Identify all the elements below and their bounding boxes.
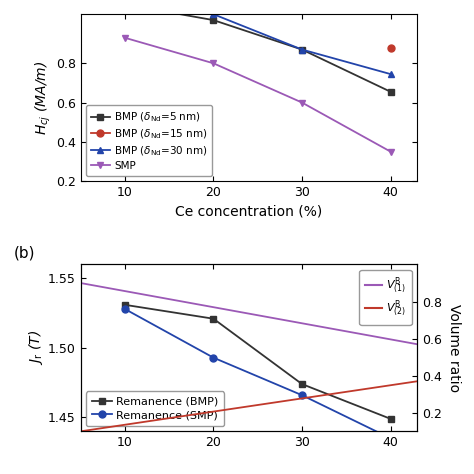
X-axis label: Ce concentration (%): Ce concentration (%) xyxy=(175,204,322,219)
Line: Remanence (SMP): Remanence (SMP) xyxy=(121,306,394,442)
Line: Remanence (BMP): Remanence (BMP) xyxy=(121,301,394,422)
SMP xyxy=(388,149,393,155)
Legend: Remanence (BMP), Remanence (SMP): Remanence (BMP), Remanence (SMP) xyxy=(86,392,224,426)
Remanence (BMP) xyxy=(388,416,393,422)
Remanence (SMP) xyxy=(210,355,216,361)
Remanence (SMP) xyxy=(122,306,128,312)
BMP ($\delta_{\mathrm{Nd}}$=5 nm) xyxy=(388,89,393,95)
Line: SMP: SMP xyxy=(121,34,394,155)
BMP ($\delta_{\mathrm{Nd}}$=30 nm) xyxy=(299,47,305,53)
Y-axis label: $J_{\mathrm{r}}$ (T): $J_{\mathrm{r}}$ (T) xyxy=(27,330,45,365)
Remanence (BMP) xyxy=(210,316,216,321)
Remanence (BMP) xyxy=(299,381,305,387)
Remanence (SMP) xyxy=(299,392,305,398)
SMP xyxy=(210,61,216,66)
BMP ($\delta_{\mathrm{Nd}}$=5 nm) xyxy=(299,47,305,53)
Legend: BMP ($\delta_{\mathrm{Nd}}$=5 nm), BMP ($\delta_{\mathrm{Nd}}$=15 nm), BMP ($\de: BMP ($\delta_{\mathrm{Nd}}$=5 nm), BMP (… xyxy=(86,105,212,176)
Remanence (SMP) xyxy=(388,436,393,441)
Y-axis label: $H_{cj}$ (MA/m): $H_{cj}$ (MA/m) xyxy=(34,61,53,135)
Remanence (BMP) xyxy=(122,302,128,308)
BMP ($\delta_{\mathrm{Nd}}$=5 nm) xyxy=(210,17,216,23)
Y-axis label: Volume ratio: Volume ratio xyxy=(447,304,461,392)
BMP ($\delta_{\mathrm{Nd}}$=30 nm) xyxy=(210,11,216,17)
Line: BMP ($\delta_{\mathrm{Nd}}$=5 nm): BMP ($\delta_{\mathrm{Nd}}$=5 nm) xyxy=(121,1,394,95)
SMP xyxy=(299,100,305,105)
SMP xyxy=(122,35,128,41)
BMP ($\delta_{\mathrm{Nd}}$=30 nm) xyxy=(388,71,393,77)
Line: BMP ($\delta_{\mathrm{Nd}}$=30 nm): BMP ($\delta_{\mathrm{Nd}}$=30 nm) xyxy=(121,0,394,78)
Text: (b): (b) xyxy=(13,246,35,261)
Legend: $V^{\mathrm{B}}_{(1)}$, $V^{\mathrm{B}}_{(2)}$: $V^{\mathrm{B}}_{(1)}$, $V^{\mathrm{B}}_… xyxy=(359,270,411,325)
BMP ($\delta_{\mathrm{Nd}}$=5 nm) xyxy=(122,1,128,7)
